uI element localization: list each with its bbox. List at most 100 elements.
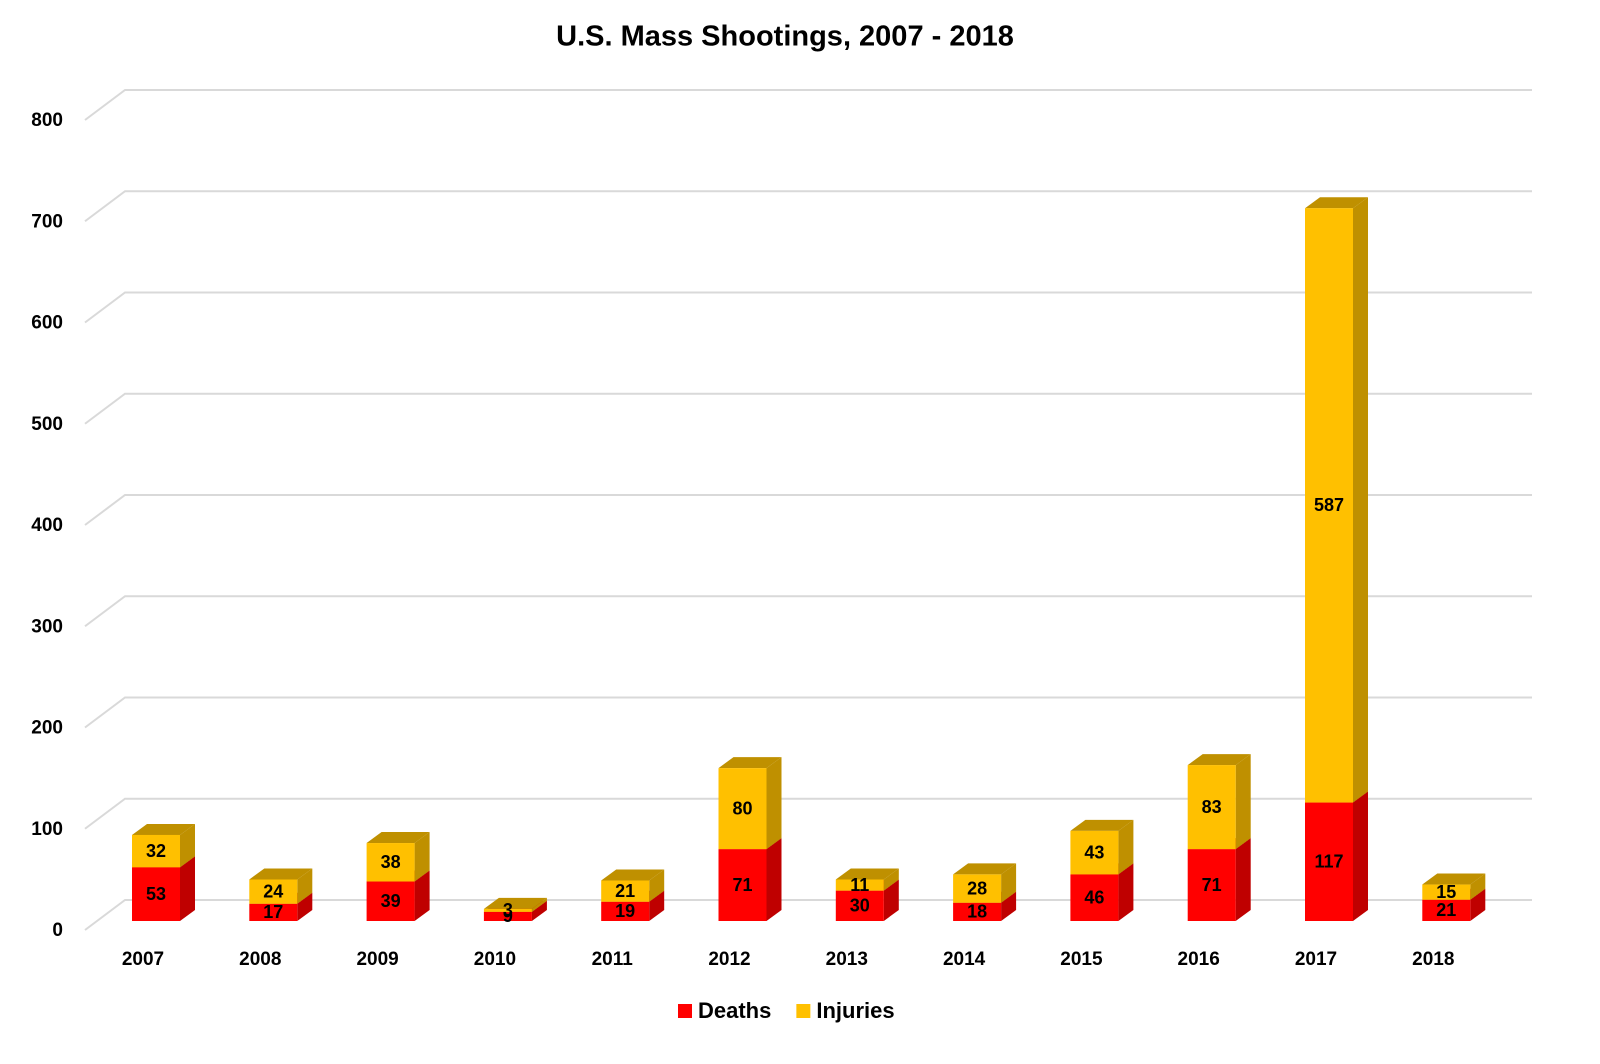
value-label: 11: [850, 875, 869, 895]
value-label: 46: [1084, 887, 1104, 907]
y-tick-label: 200: [31, 718, 63, 739]
grid-line: [84, 89, 1532, 121]
bar: [483, 908, 532, 912]
bar: [1070, 874, 1119, 921]
y-tick-label: 300: [31, 616, 63, 637]
bar: [1305, 802, 1353, 921]
bar-side: [1353, 197, 1368, 803]
x-tick-label: 2014: [943, 949, 986, 970]
bar-top: [483, 897, 547, 909]
bar-top: [953, 863, 1017, 875]
value-label: 18: [967, 902, 987, 922]
bar-side: [180, 823, 195, 868]
x-tick-label: 2015: [1060, 949, 1103, 970]
bar: [366, 843, 415, 882]
bar: [718, 768, 767, 850]
grid-line: [84, 797, 1532, 830]
value-label: 38: [381, 852, 401, 872]
bar-side: [1118, 819, 1134, 875]
x-tick-label: 2009: [356, 949, 398, 970]
x-tick-label: 2008: [239, 949, 281, 970]
bar-top: [1070, 819, 1134, 831]
bar-side: [1353, 791, 1368, 921]
value-label: 117: [1314, 852, 1343, 872]
x-tick-label: 2012: [708, 949, 750, 970]
bar-top: [132, 823, 195, 835]
y-tick-label: 0: [52, 920, 63, 941]
bar-side: [414, 870, 430, 921]
x-tick-label: 2010: [474, 949, 516, 970]
value-label: 19: [615, 901, 635, 921]
bar-side: [180, 856, 195, 921]
x-tick-label: 2016: [1178, 949, 1220, 970]
bar-side: [766, 838, 782, 921]
value-label: 39: [381, 891, 401, 911]
y-tick-label: 400: [31, 515, 63, 536]
bar: [835, 879, 884, 891]
bar: [1305, 208, 1353, 803]
value-label: 587: [1314, 495, 1344, 515]
y-tick-label: 700: [31, 211, 63, 232]
bar-top: [718, 757, 782, 769]
bar-side: [883, 868, 899, 891]
x-tick-label: 2007: [122, 949, 164, 970]
bar: [132, 867, 180, 921]
x-tick-label: 2013: [826, 949, 868, 970]
bar: [601, 901, 650, 921]
value-label: 83: [1202, 797, 1222, 817]
bar: [1422, 884, 1471, 900]
bar: [366, 881, 415, 921]
legend-swatch: [796, 1004, 811, 1018]
x-tick-label: 2011: [592, 949, 634, 970]
bar-top: [1422, 873, 1486, 885]
legend-swatch: [678, 1004, 692, 1018]
bar: [483, 911, 532, 921]
bar-top: [835, 868, 899, 880]
value-label: 32: [146, 841, 166, 861]
bar-side: [766, 757, 782, 850]
value-label: 21: [615, 881, 635, 901]
bar-side: [531, 900, 547, 921]
bar-side: [297, 892, 313, 921]
value-label: 43: [1084, 842, 1104, 862]
bar-side: [649, 869, 665, 902]
bar-side: [649, 890, 665, 921]
bar: [835, 890, 884, 921]
value-label: 24: [263, 881, 283, 901]
value-label: 15: [1436, 882, 1456, 902]
bar-side: [1001, 863, 1017, 903]
value-label: 53: [146, 884, 166, 904]
bar: [132, 834, 180, 868]
grid-line: [84, 595, 1532, 628]
bar-top: [1187, 754, 1251, 766]
bar: [1422, 899, 1471, 921]
value-label: 21: [1436, 900, 1456, 920]
bar: [1187, 849, 1236, 921]
value-label: 71: [1202, 875, 1222, 895]
bar: [249, 903, 298, 921]
bar-side: [1470, 873, 1486, 900]
value-label: 80: [732, 798, 752, 818]
bar: [1187, 765, 1236, 850]
bar: [601, 880, 650, 902]
value-label: 71: [732, 875, 752, 895]
legend-label: Injuries: [816, 998, 894, 1023]
grid-line: [84, 190, 1532, 223]
grid-line: [84, 696, 1532, 729]
value-label: 3: [503, 900, 513, 920]
bar: [1070, 830, 1119, 875]
value-label: 30: [850, 896, 870, 916]
grid-line: [84, 392, 1532, 425]
y-tick-label: 800: [31, 110, 63, 131]
bar-top: [1305, 197, 1368, 209]
bar-side: [531, 897, 547, 912]
x-tick-label: 2017: [1295, 949, 1337, 970]
bar-top: [366, 832, 430, 844]
grid-line: [84, 899, 1532, 931]
grid-line: [84, 494, 1532, 526]
x-tick-label: 2018: [1412, 949, 1454, 970]
bar-side: [1235, 754, 1251, 850]
value-label: 9: [503, 906, 513, 926]
value-label: 17: [263, 902, 283, 922]
